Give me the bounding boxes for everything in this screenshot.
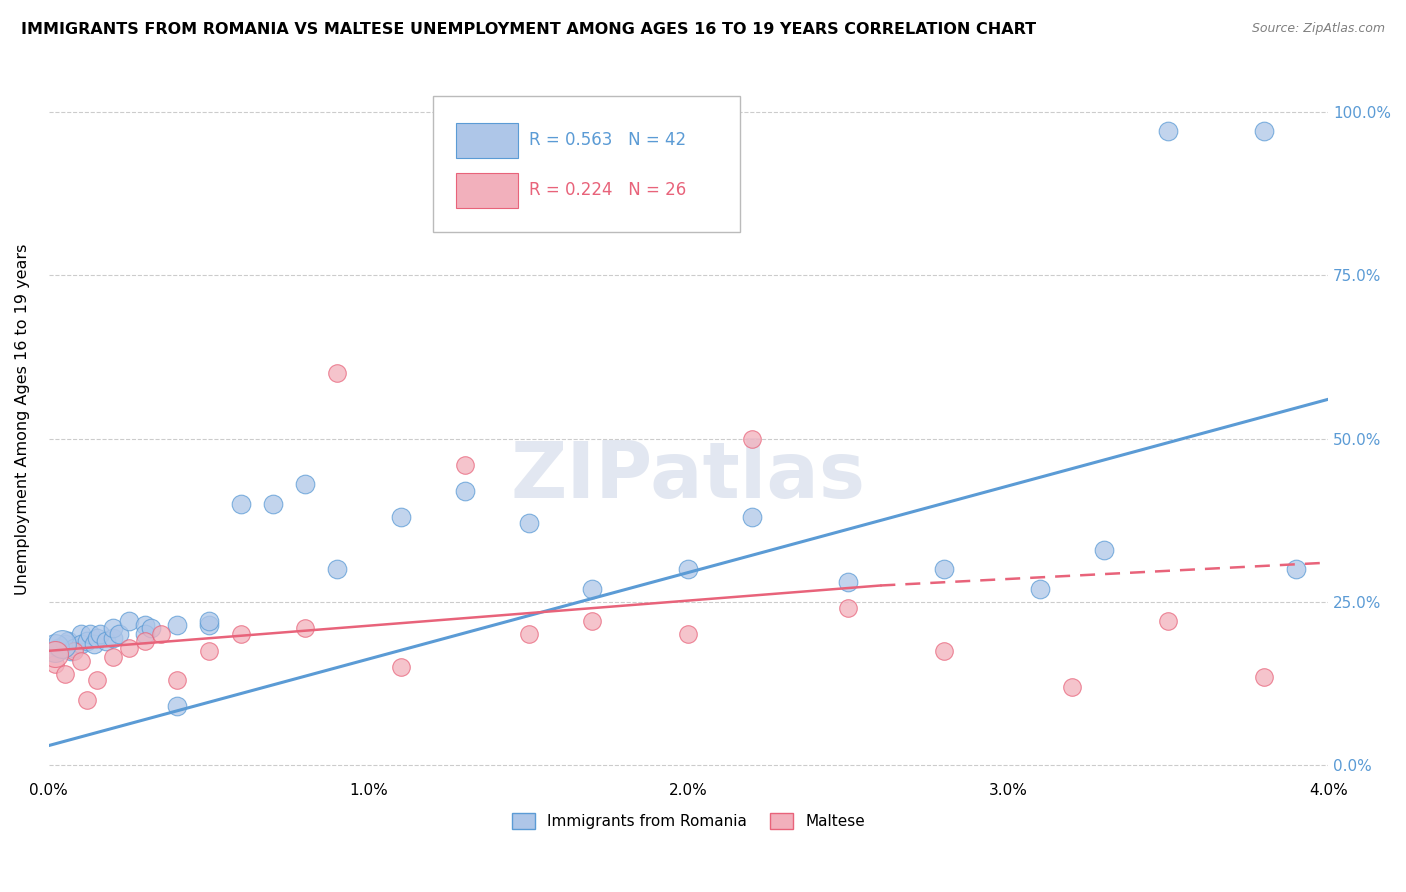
Point bbox=[294, 621, 316, 635]
Point bbox=[166, 699, 188, 714]
Point bbox=[741, 509, 763, 524]
Point bbox=[197, 644, 219, 658]
FancyBboxPatch shape bbox=[456, 173, 519, 209]
Point bbox=[1253, 124, 1275, 138]
Point bbox=[44, 647, 66, 661]
Point bbox=[197, 615, 219, 629]
Point bbox=[101, 631, 124, 645]
Point bbox=[86, 673, 108, 688]
Text: R = 0.563   N = 42: R = 0.563 N = 42 bbox=[529, 131, 686, 149]
Point bbox=[139, 621, 162, 635]
Point bbox=[76, 693, 98, 707]
Y-axis label: Unemployment Among Ages 16 to 19 years: Unemployment Among Ages 16 to 19 years bbox=[15, 244, 30, 595]
Point bbox=[63, 644, 86, 658]
Text: ZIPatlas: ZIPatlas bbox=[510, 438, 866, 515]
Point bbox=[325, 562, 347, 576]
Point bbox=[517, 627, 540, 641]
Point bbox=[51, 637, 73, 651]
Point bbox=[46, 640, 69, 655]
Point bbox=[837, 601, 859, 615]
Point bbox=[69, 637, 91, 651]
Point bbox=[678, 562, 700, 576]
Point bbox=[89, 627, 111, 641]
Point bbox=[118, 640, 141, 655]
Point bbox=[166, 673, 188, 688]
Point bbox=[389, 660, 412, 674]
Point bbox=[1092, 542, 1115, 557]
Point bbox=[389, 509, 412, 524]
Point bbox=[44, 644, 66, 658]
Point bbox=[1285, 562, 1308, 576]
Point bbox=[69, 654, 91, 668]
Point bbox=[678, 627, 700, 641]
Text: IMMIGRANTS FROM ROMANIA VS MALTESE UNEMPLOYMENT AMONG AGES 16 TO 19 YEARS CORREL: IMMIGRANTS FROM ROMANIA VS MALTESE UNEMP… bbox=[21, 22, 1036, 37]
Point bbox=[581, 582, 603, 596]
Point bbox=[149, 627, 172, 641]
Point bbox=[76, 634, 98, 648]
Text: R = 0.224   N = 26: R = 0.224 N = 26 bbox=[529, 181, 686, 200]
Point bbox=[166, 617, 188, 632]
FancyBboxPatch shape bbox=[456, 123, 519, 158]
Point bbox=[197, 617, 219, 632]
Point bbox=[44, 657, 66, 671]
Point bbox=[60, 644, 83, 658]
Point bbox=[134, 627, 156, 641]
Point bbox=[118, 615, 141, 629]
Point bbox=[1157, 124, 1180, 138]
Point bbox=[453, 483, 475, 498]
Text: Source: ZipAtlas.com: Source: ZipAtlas.com bbox=[1251, 22, 1385, 36]
Point bbox=[69, 627, 91, 641]
Point bbox=[101, 650, 124, 665]
Point bbox=[325, 366, 347, 380]
Point bbox=[63, 640, 86, 655]
Point bbox=[741, 432, 763, 446]
Point bbox=[134, 617, 156, 632]
Point bbox=[101, 621, 124, 635]
Point bbox=[517, 516, 540, 531]
Point bbox=[96, 634, 118, 648]
Point bbox=[934, 562, 956, 576]
Point bbox=[108, 627, 131, 641]
Legend: Immigrants from Romania, Maltese: Immigrants from Romania, Maltese bbox=[506, 807, 870, 835]
Point bbox=[53, 666, 76, 681]
Point bbox=[581, 615, 603, 629]
Point bbox=[79, 627, 101, 641]
Point bbox=[86, 631, 108, 645]
Point bbox=[934, 644, 956, 658]
Point bbox=[44, 640, 66, 655]
Point bbox=[294, 477, 316, 491]
Point bbox=[229, 497, 252, 511]
Point bbox=[56, 634, 79, 648]
Point bbox=[83, 637, 105, 651]
Point bbox=[229, 627, 252, 641]
Point bbox=[134, 634, 156, 648]
Point bbox=[453, 458, 475, 472]
Point bbox=[837, 575, 859, 590]
Point bbox=[1062, 680, 1084, 694]
Point bbox=[1253, 670, 1275, 684]
Point bbox=[262, 497, 284, 511]
Point bbox=[1029, 582, 1052, 596]
Point bbox=[53, 637, 76, 651]
FancyBboxPatch shape bbox=[433, 95, 740, 232]
Point bbox=[1157, 615, 1180, 629]
